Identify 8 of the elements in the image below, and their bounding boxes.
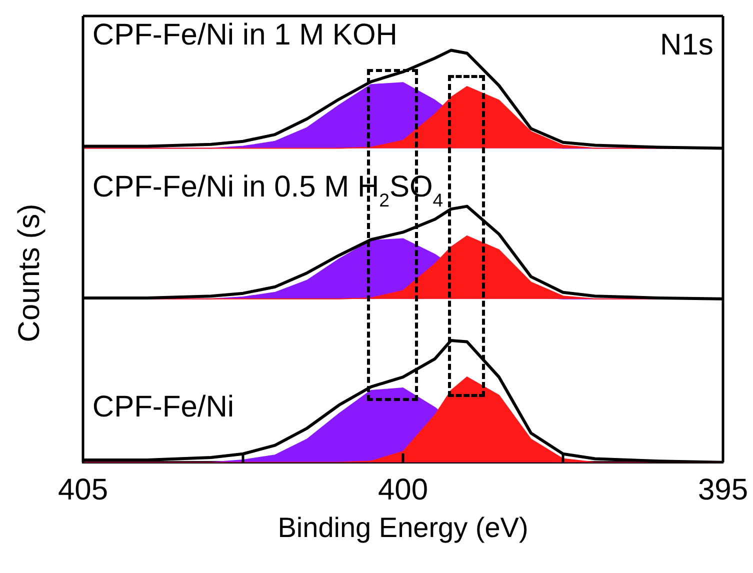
- annotation: N1s: [660, 28, 714, 62]
- y-axis-title: Counts (s): [13, 204, 47, 342]
- annotation: CPF-Fe/Ni in 1 M KOH: [92, 18, 398, 52]
- x-tick-label: 400: [378, 474, 428, 507]
- annotation: CPF-Fe/Ni: [92, 390, 234, 424]
- x-tick-label: 405: [58, 474, 108, 507]
- x-tick-label: 395: [698, 474, 748, 507]
- x-axis-title: Binding Energy (eV): [278, 512, 528, 543]
